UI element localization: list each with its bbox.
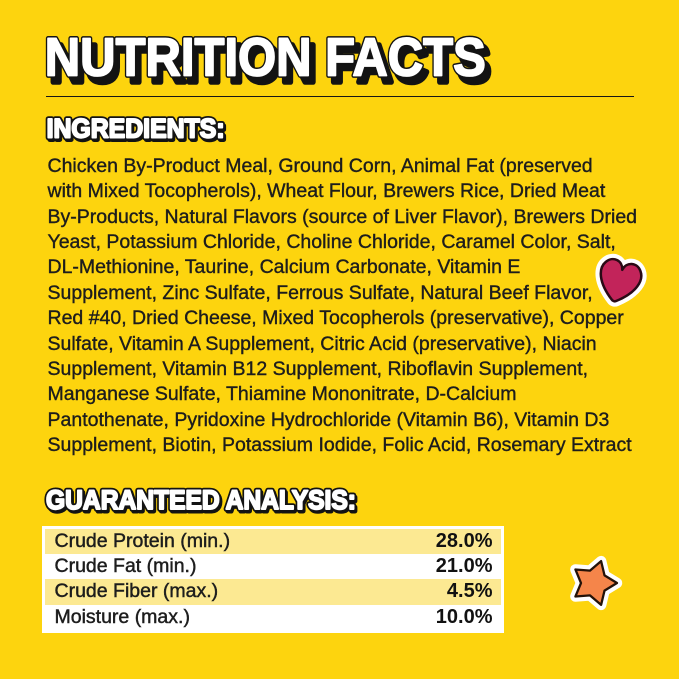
svg-text:GUARANTEED ANALYSIS:: GUARANTEED ANALYSIS: [46, 485, 356, 515]
svg-text:NUTRITION FACTS: NUTRITION FACTS [45, 28, 486, 88]
svg-text:NUTRITION FACTS: NUTRITION FACTS [45, 28, 486, 88]
svg-text:GUARANTEED ANALYSIS:: GUARANTEED ANALYSIS: [48, 487, 358, 517]
svg-text:NUTRITION FACTS: NUTRITION FACTS [50, 34, 491, 94]
svg-text:INGREDIENTS:: INGREDIENTS: [47, 114, 225, 144]
svg-text:GUARANTEED ANALYSIS:: GUARANTEED ANALYSIS: [46, 485, 356, 515]
svg-text:INGREDIENTS:: INGREDIENTS: [47, 114, 225, 144]
svg-text:INGREDIENTS:: INGREDIENTS: [48, 116, 226, 146]
